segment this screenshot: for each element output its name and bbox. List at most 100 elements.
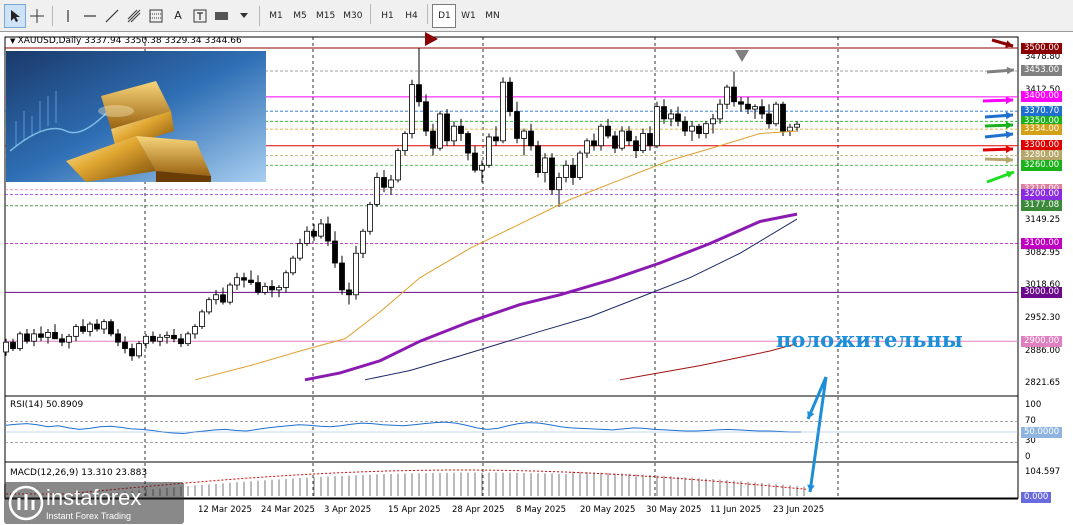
positive-annotation: положительны xyxy=(776,327,963,352)
bearish-candle xyxy=(535,145,541,174)
level-label-box: 3400.00 xyxy=(1021,91,1063,103)
timeframe-mn-button[interactable]: MN xyxy=(485,10,500,21)
bullish-candle xyxy=(577,152,583,178)
level-label-box: 2900.00 xyxy=(1021,335,1063,347)
bullish-candle xyxy=(773,103,779,125)
text-tool-button[interactable]: A xyxy=(167,4,189,28)
trendline-tool-button[interactable] xyxy=(101,4,123,28)
plot-frame xyxy=(4,36,1019,499)
bullish-candle xyxy=(654,106,660,147)
shapes-dropdown-button[interactable] xyxy=(233,4,255,28)
timeframe-m5-button[interactable]: M5 xyxy=(293,10,307,21)
crosshair-tool-button[interactable] xyxy=(26,4,48,28)
fibo-tool-button[interactable] xyxy=(145,4,167,28)
peak-marker-arrow xyxy=(735,50,749,62)
bullish-candle xyxy=(87,323,93,332)
bearish-candle xyxy=(444,113,450,142)
logo-name-text: instaforex xyxy=(46,485,142,510)
bearish-candle xyxy=(332,240,338,264)
timeframe-h4-button[interactable]: H4 xyxy=(405,10,418,21)
macd-pointer-arrow xyxy=(808,376,828,493)
bullish-candle xyxy=(451,125,457,142)
bearish-candle xyxy=(647,133,653,147)
bearish-candle xyxy=(339,262,345,291)
bullish-candle xyxy=(157,336,163,342)
timeframe-w1-button[interactable]: W1 xyxy=(461,10,476,21)
bearish-candle xyxy=(171,334,177,340)
text-label-icon xyxy=(193,9,207,22)
toolbar-separator xyxy=(259,5,260,26)
bullish-candle xyxy=(374,177,380,205)
level-3300-arrow-head xyxy=(1005,145,1013,154)
bullish-candle xyxy=(199,311,205,327)
bearish-candle xyxy=(591,140,597,147)
bearish-candle xyxy=(605,125,611,137)
timeframe-m15-button[interactable]: M15 xyxy=(316,10,336,21)
timeframe-m30-button[interactable]: M30 xyxy=(343,10,363,21)
timeframe-h1-button[interactable]: H1 xyxy=(381,10,394,21)
rsi-tick: 100 xyxy=(1025,400,1042,410)
moving-average-purple xyxy=(304,212,798,382)
bullish-candle xyxy=(262,286,268,293)
text-label-tool-button[interactable] xyxy=(189,4,211,28)
bearish-candle xyxy=(59,338,65,343)
level-3334-arrow-head xyxy=(1005,130,1013,139)
bearish-candle xyxy=(115,333,121,343)
level-3500-arrow-head xyxy=(1005,40,1013,48)
bullish-candle xyxy=(360,230,366,254)
bullish-candle xyxy=(689,125,695,132)
bearish-candle xyxy=(346,289,352,296)
moving-average-navy xyxy=(364,218,798,381)
cursor-tool-button[interactable] xyxy=(4,3,26,28)
bullish-candle xyxy=(703,123,709,134)
bearish-candle xyxy=(780,103,786,132)
bearish-candle xyxy=(430,130,436,149)
bullish-candle xyxy=(542,157,548,174)
bearish-candle xyxy=(465,133,471,154)
bearish-candle xyxy=(472,152,478,171)
bearish-candle xyxy=(80,326,86,332)
bullish-candle xyxy=(437,113,443,149)
gold-bars-image xyxy=(6,51,266,182)
cursor-icon xyxy=(11,9,20,22)
bullish-candle xyxy=(227,284,233,303)
symbol-ohlc-text: XAUUSD,Daily 3337.94 3350.38 3329.34 334… xyxy=(17,36,242,46)
bullish-candle xyxy=(479,164,485,171)
horizontal-line-tool-button[interactable] xyxy=(79,4,101,28)
bullish-candle xyxy=(73,326,79,337)
bearish-candle xyxy=(255,282,261,293)
bearish-candle xyxy=(570,164,576,178)
price-tick: 3412.50 xyxy=(1025,85,1061,95)
bullish-candle xyxy=(500,81,506,142)
level-3280-arrow-head xyxy=(1005,155,1013,164)
bullish-candle xyxy=(234,277,240,286)
date-tick: 11 Jun 2025 xyxy=(710,505,762,515)
date-tick: 3 Apr 2025 xyxy=(324,505,372,515)
bullish-candle xyxy=(353,252,359,296)
bearish-candle xyxy=(24,333,30,342)
bearish-candle xyxy=(220,294,226,303)
level-label-box: 3334.00 xyxy=(1021,123,1063,135)
price-chart[interactable]: ▼ XAUUSD,Daily 3337.94 3350.38 3329.34 3… xyxy=(0,32,1073,525)
bullish-candle xyxy=(297,243,303,259)
timeframe-d1-button[interactable]: D1 xyxy=(432,3,457,28)
symbol-dropdown-arrow[interactable]: ▼ xyxy=(10,37,18,45)
rsi-pointer-arrow-head xyxy=(807,411,815,419)
bullish-candle xyxy=(584,140,590,154)
bearish-candle xyxy=(682,120,688,132)
bearish-candle xyxy=(94,323,100,330)
shapes-tool-button[interactable] xyxy=(211,4,233,28)
bearish-candle xyxy=(269,286,275,291)
bullish-candle xyxy=(619,130,625,149)
timeframe-m1-button[interactable]: M1 xyxy=(269,10,283,21)
fibo-expansion-icon xyxy=(149,9,163,22)
toolbar-separator xyxy=(52,5,53,26)
vertical-line-tool-button[interactable] xyxy=(57,4,79,28)
level-3260-arrow-head xyxy=(1006,170,1014,179)
bullish-candle xyxy=(192,326,198,335)
channel-tool-button[interactable] xyxy=(123,4,145,28)
bullish-candle xyxy=(136,343,142,357)
bullish-candle xyxy=(213,294,219,301)
gold-bars-photo xyxy=(6,51,266,182)
bullish-candle xyxy=(563,164,569,178)
